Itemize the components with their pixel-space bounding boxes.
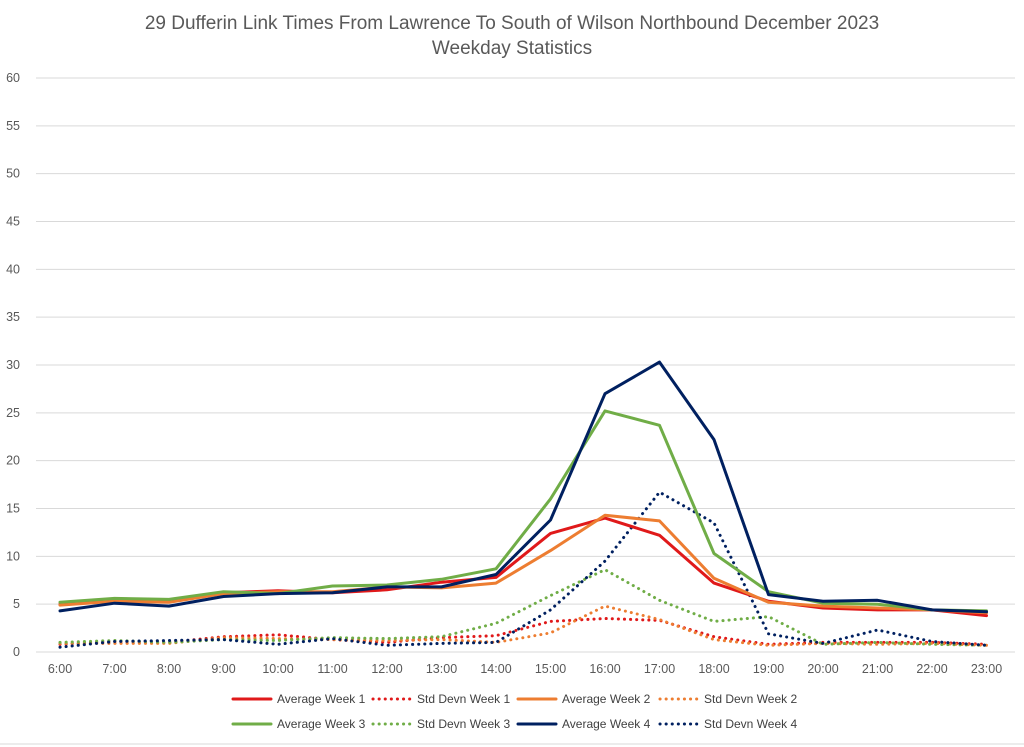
y-tick-label: 25 [6,406,20,420]
x-tick-label: 9:00 [211,662,235,676]
x-tick-label: 18:00 [698,662,729,676]
series-line-average-week-4 [58,360,988,614]
legend-item: Std Devn Week 1 [371,692,510,706]
series-line-std-devn-week-2 [58,604,988,647]
gridlines [36,77,1015,653]
legend-item: Average Week 1 [231,692,366,706]
y-tick-label: 40 [6,262,20,276]
x-tick-label: 21:00 [862,662,893,676]
y-tick-label: 0 [13,645,20,659]
legend-label: Std Devn Week 3 [417,717,510,731]
x-tick-label: 12:00 [371,662,402,676]
x-tick-label: 23:00 [971,662,1002,676]
series-line-std-devn-week-4 [58,490,988,649]
y-tick-label: 50 [6,167,20,181]
legend-label: Std Devn Week 2 [704,692,797,706]
y-tick-label: 60 [6,71,20,85]
chart-title: 29 Dufferin Link Times From Lawrence To … [145,13,879,34]
x-axis-ticks: 6:00 7:00 8:00 9:00 10:00 11:00 12:00 13:00 14:0… [48,662,1002,676]
x-tick-label: 15:00 [535,662,566,676]
y-tick-label: 30 [6,358,20,372]
legend-label: Std Devn Week 1 [417,692,510,706]
legend-label: Average Week 2 [562,692,651,706]
y-tick-label: 5 [13,597,20,611]
y-tick-label: 20 [6,454,20,468]
y-tick-label: 15 [6,502,20,516]
legend-item: Std Devn Week 4 [658,717,797,731]
x-tick-label: 14:00 [480,662,511,676]
y-tick-label: 35 [6,310,20,324]
legend-label: Average Week 3 [277,717,366,731]
legend-item: Average Week 3 [231,717,366,731]
series-line-average-week-2 [58,513,988,615]
legend-label: Average Week 1 [277,692,366,706]
x-tick-label: 19:00 [753,662,784,676]
series-line-std-devn-week-1 [58,617,988,646]
legend-item: Average Week 4 [516,717,651,731]
x-tick-label: 20:00 [807,662,838,676]
series-line-std-devn-week-3 [58,568,988,647]
x-tick-label: 11:00 [317,662,347,676]
y-axis-ticks: 0 5 10 15 20 25 30 35 40 45 50 55 60 [6,71,20,659]
legend-label: Average Week 4 [562,717,651,731]
y-tick-label: 55 [6,119,20,133]
chart-subtitle: Weekday Statistics [432,38,592,59]
y-tick-label: 45 [6,215,20,229]
plot-series [58,360,988,649]
y-tick-label: 10 [6,549,20,563]
x-tick-label: 13:00 [426,662,457,676]
legend: Average Week 1 Std Devn Week 1 Average Wee… [231,692,797,731]
legend-label: Std Devn Week 4 [704,717,797,731]
x-tick-label: 6:00 [48,662,72,676]
series-line-average-week-3 [58,409,988,613]
x-tick-label: 16:00 [589,662,620,676]
x-tick-label: 7:00 [102,662,126,676]
x-tick-label: 22:00 [916,662,947,676]
x-tick-label: 10:00 [262,662,293,676]
legend-item: Average Week 2 [516,692,651,706]
x-tick-label: 8:00 [157,662,181,676]
legend-item: Std Devn Week 2 [658,692,797,706]
legend-item: Std Devn Week 3 [371,717,510,731]
x-tick-label: 17:00 [644,662,675,676]
